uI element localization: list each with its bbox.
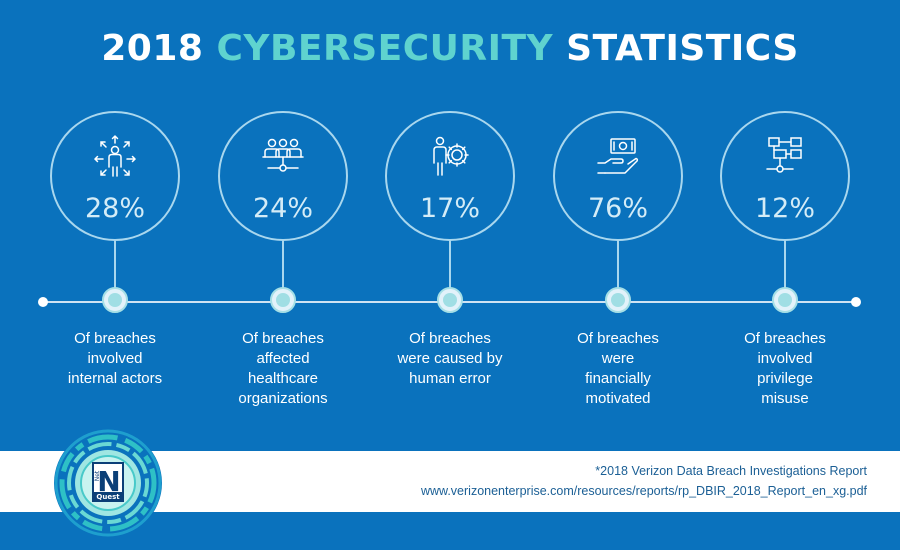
timeline-node — [437, 287, 463, 313]
netquest-logo: N Net Quest — [54, 429, 162, 537]
stat-internal-actors: 28% Of breaches involved internal actors — [50, 111, 180, 387]
stat-circle: 28% — [50, 111, 180, 241]
group-network-icon — [262, 138, 304, 172]
logo-small: Net — [94, 470, 101, 481]
timeline-stem — [784, 240, 786, 290]
timeline-node — [605, 287, 631, 313]
stat-percentage: 24% — [252, 193, 313, 224]
title-highlight: CYBERSECURITY — [216, 28, 554, 69]
timeline-node — [102, 287, 128, 313]
stat-percentage: 28% — [84, 193, 145, 224]
timeline-stem — [449, 240, 451, 290]
stat-percentage: 12% — [754, 193, 815, 224]
title-rest: STATISTICS — [566, 28, 799, 69]
stat-circle: 12% — [720, 111, 850, 241]
person-arrows-icon — [93, 134, 137, 177]
stat-percentage: 76% — [587, 193, 648, 224]
stat-circle: 17% — [385, 111, 515, 241]
stat-privilege-misuse: 12% Of breaches involved privilege misus… — [720, 111, 850, 407]
stat-description: Of breaches were caused by human error — [397, 330, 503, 387]
source-url[interactable]: www.verizonenterprise.com/resources/repo… — [420, 484, 867, 498]
logo-letter: N — [97, 465, 120, 498]
timeline-stem — [617, 240, 619, 290]
stat-healthcare: 24% Of breaches affected healthcare orga… — [218, 111, 348, 407]
stat-description: Of breaches involved internal actors — [67, 330, 163, 387]
stat-description: Of breaches involved privilege misuse — [744, 330, 826, 407]
stat-description: Of breaches affected healthcare organiza… — [238, 330, 328, 407]
stat-percentage: 17% — [419, 193, 480, 224]
hand-money-icon — [597, 138, 639, 174]
stat-description: Of breaches were financially motivated — [577, 330, 659, 407]
timeline-stem — [114, 240, 116, 290]
timeline-node — [772, 287, 798, 313]
org-chart-icon — [766, 137, 802, 173]
page-title: 2018 CYBERSECURITY STATISTICS — [0, 28, 900, 69]
timeline-node — [270, 287, 296, 313]
stat-human-error: 17% Of breaches were caused by human err… — [385, 111, 515, 387]
stat-circle: 24% — [218, 111, 348, 241]
title-year: 2018 — [101, 28, 204, 69]
stat-financially-motivated: 76% Of breaches were financially motivat… — [553, 111, 683, 407]
person-gear-icon — [433, 136, 469, 176]
source-citation: *2018 Verizon Data Breach Investigations… — [595, 464, 867, 478]
timeline-stem — [282, 240, 284, 290]
logo-word: Quest — [96, 493, 120, 501]
timeline-start-dot — [38, 297, 48, 307]
stat-circle: 76% — [553, 111, 683, 241]
timeline-end-dot — [851, 297, 861, 307]
